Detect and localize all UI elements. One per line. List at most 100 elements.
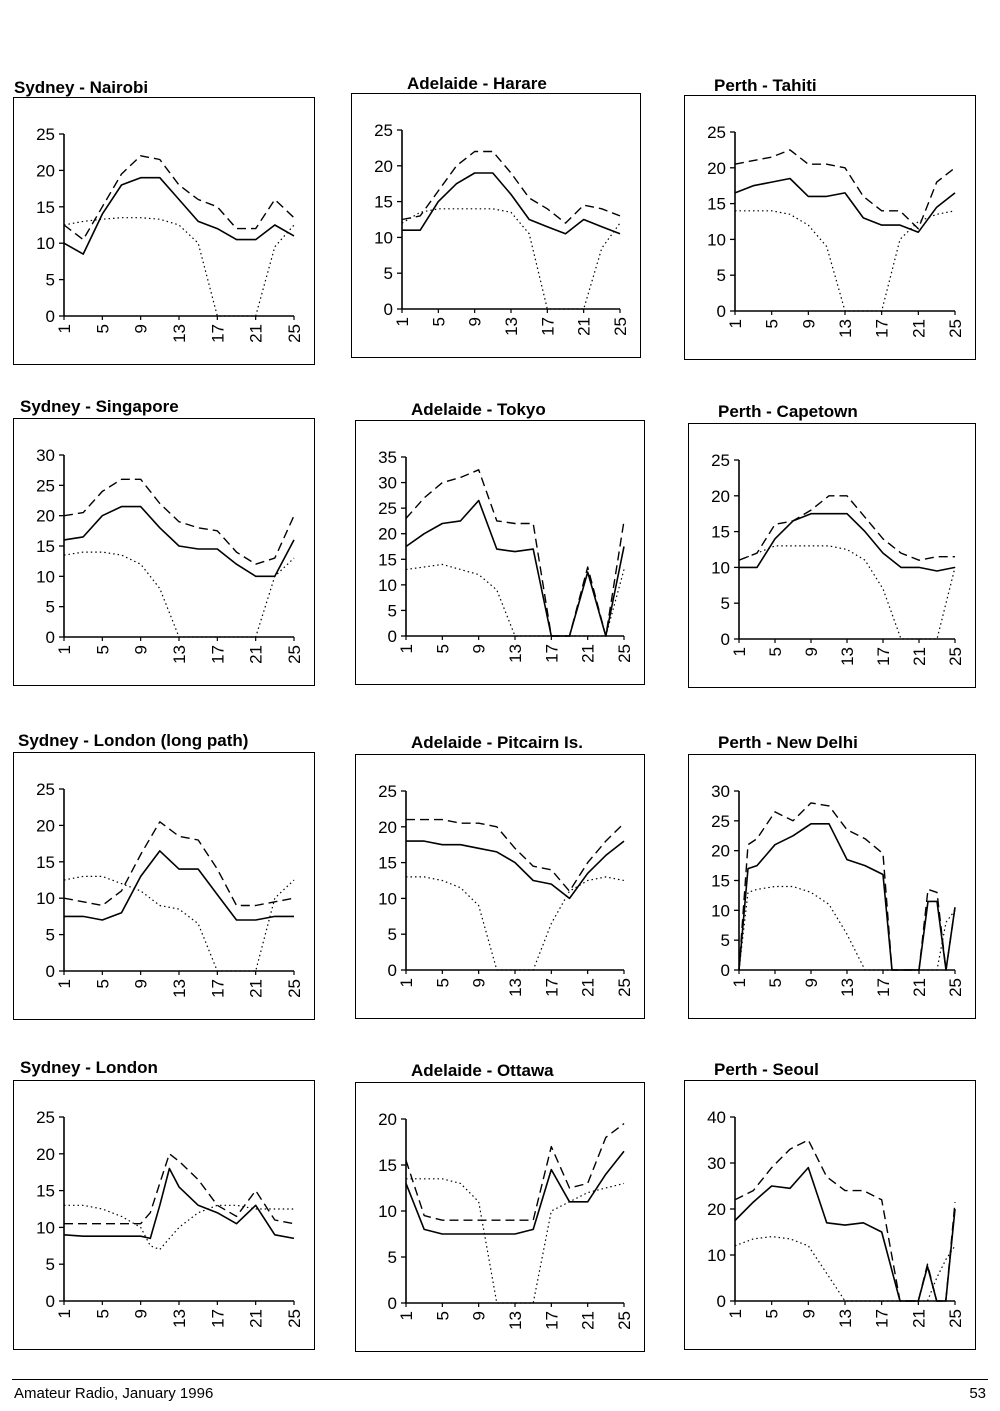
y-tick-label: 30 <box>378 474 397 493</box>
series-line-dotted <box>405 563 625 637</box>
x-tick-label: 21 <box>910 978 929 997</box>
y-tick-label: 15 <box>36 853 55 872</box>
x-tick-label: 5 <box>433 1311 452 1320</box>
x-tick-label: 5 <box>93 979 112 988</box>
x-tick-label: 9 <box>799 1309 818 1318</box>
y-tick-label: 20 <box>36 161 55 180</box>
y-tick-label: 5 <box>721 594 730 613</box>
x-tick-label: 13 <box>170 979 189 998</box>
series-line-dotted <box>734 1236 956 1302</box>
y-tick-label: 20 <box>711 842 730 861</box>
x-tick-label: 9 <box>470 644 489 653</box>
series-line-solid <box>64 850 294 921</box>
series-line-dashed <box>63 821 295 907</box>
chart-frame: 0 10 20 30 40 1 5 9 13 17 21 25 <box>684 1080 976 1350</box>
x-tick-label: 9 <box>470 978 489 987</box>
chart-frame: 0 5 10 15 20 25 1 5 9 13 17 21 25 <box>13 1080 315 1350</box>
series-line-solid <box>405 1150 625 1235</box>
y-tick-label: 25 <box>36 780 55 799</box>
x-tick-label: 1 <box>730 978 749 987</box>
chart-frame: 0 5 10 15 20 25 1 5 9 13 17 21 25 <box>351 93 641 358</box>
y-tick-label: 25 <box>707 123 726 142</box>
series-line-solid <box>734 177 956 233</box>
y-tick-label: 10 <box>707 1246 726 1265</box>
chart-title: Sydney - London <box>20 1058 158 1077</box>
footer-rule <box>12 1379 988 1380</box>
y-tick-label: 20 <box>707 1200 726 1219</box>
y-tick-label: 30 <box>707 1154 726 1173</box>
x-tick-label: 25 <box>946 647 965 666</box>
series-line-dotted <box>738 545 956 640</box>
series-line-dashed <box>734 1139 956 1302</box>
x-tick-label: 13 <box>836 1309 855 1328</box>
x-tick-label: 5 <box>763 319 782 328</box>
y-tick-label: 15 <box>36 198 55 217</box>
y-tick-label: 20 <box>378 818 397 837</box>
y-tick-label: 15 <box>711 523 730 542</box>
chart-title: Perth - Seoul <box>714 1060 819 1079</box>
chart-frame: 0 5 10 15 20 25 30 35 1 5 9 13 17 21 25 <box>355 420 645 685</box>
chart-frame: 0 5 10 15 20 25 1 5 9 13 17 21 25 <box>355 754 645 1019</box>
y-tick-label: 0 <box>388 627 397 646</box>
y-tick-label: 15 <box>36 537 55 556</box>
series-line-dashed <box>63 155 295 241</box>
y-tick-label: 5 <box>388 601 397 620</box>
y-tick-label: 15 <box>707 195 726 214</box>
series-line-dotted <box>401 208 621 310</box>
y-tick-label: 25 <box>36 476 55 495</box>
chart-title: Perth - New Delhi <box>718 733 858 752</box>
x-tick-label: 1 <box>397 978 416 987</box>
x-tick-label: 9 <box>802 978 821 987</box>
x-tick-label: 17 <box>873 1309 892 1328</box>
series-line-solid <box>63 505 295 578</box>
series-line-dashed <box>405 469 625 637</box>
series-line-solid <box>405 499 625 637</box>
series-line-dotted <box>63 217 295 317</box>
series-line-solid <box>402 172 621 235</box>
series-line-dashed <box>734 149 956 230</box>
y-tick-label: 0 <box>717 1292 726 1311</box>
y-tick-label: 20 <box>711 487 730 506</box>
x-tick-label: 13 <box>506 1311 525 1330</box>
y-tick-label: 30 <box>711 782 730 801</box>
chart-plot: 0 10 20 30 40 1 5 9 13 17 21 25 <box>707 1108 965 1328</box>
series-line-dotted <box>406 1178 625 1304</box>
x-tick-label: 5 <box>766 978 785 987</box>
y-tick-label: 0 <box>721 630 730 649</box>
x-tick-label: 13 <box>170 1309 189 1328</box>
y-tick-label: 15 <box>374 193 393 212</box>
x-tick-label: 17 <box>542 1311 561 1330</box>
x-tick-label: 5 <box>766 647 785 656</box>
x-tick-label: 5 <box>433 644 452 653</box>
y-tick-label: 0 <box>46 628 55 647</box>
chart-title: Adelaide - Harare <box>407 74 547 93</box>
y-tick-label: 25 <box>711 451 730 470</box>
y-tick-label: 25 <box>374 121 393 140</box>
series-line-dotted <box>64 1204 294 1251</box>
series-line-dashed <box>406 818 625 892</box>
x-tick-label: 21 <box>247 979 266 998</box>
y-tick-label: 15 <box>378 854 397 873</box>
x-tick-label: 17 <box>874 647 893 666</box>
x-tick-label: 13 <box>838 647 857 666</box>
x-tick-label: 25 <box>615 644 634 663</box>
series-line-dotted <box>738 885 956 971</box>
x-tick-label: 21 <box>247 324 266 343</box>
x-tick-label: 13 <box>838 978 857 997</box>
y-tick-label: 10 <box>711 901 730 920</box>
x-tick-label: 21 <box>909 319 928 338</box>
y-tick-label: 10 <box>378 576 397 595</box>
x-tick-label: 9 <box>132 645 151 654</box>
series-line-solid <box>734 1166 956 1302</box>
y-tick-label: 5 <box>388 1248 397 1267</box>
y-tick-label: 5 <box>46 926 55 945</box>
chart-frame: 0 5 10 15 20 25 1 5 9 13 17 21 25 <box>684 95 976 360</box>
y-tick-label: 10 <box>707 230 726 249</box>
series-line-solid <box>738 823 956 971</box>
y-tick-label: 20 <box>36 816 55 835</box>
